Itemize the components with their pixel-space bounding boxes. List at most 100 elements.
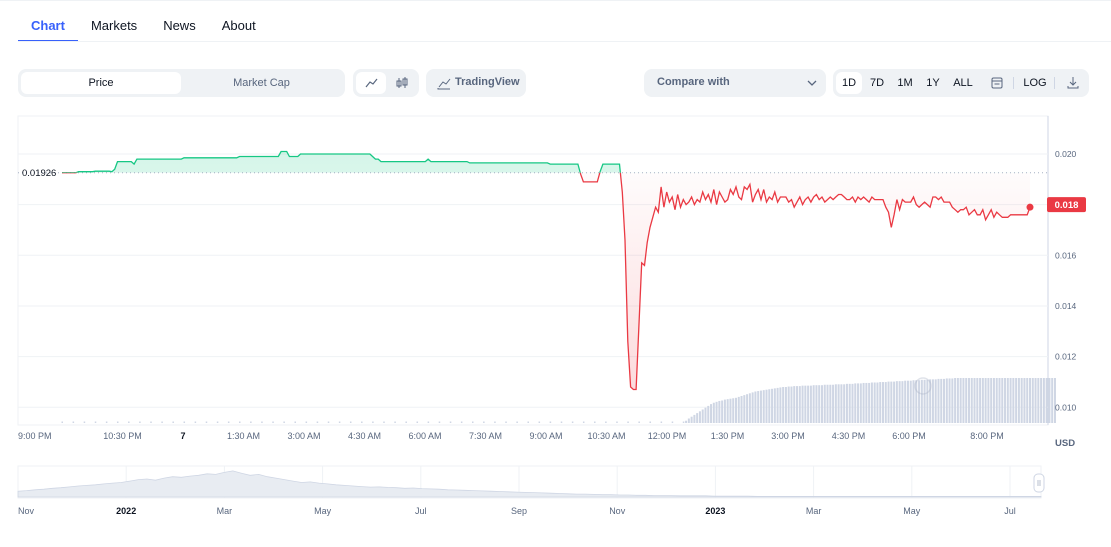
volume-bar — [150, 421, 152, 423]
volume-bar — [746, 394, 749, 423]
volume-bar — [893, 381, 896, 423]
volume-bar — [687, 418, 690, 423]
volume-bar — [926, 379, 929, 423]
navigator-tick-label: Jul — [415, 506, 427, 516]
volume-bar — [732, 398, 735, 423]
volume-bar — [1048, 378, 1051, 423]
range-1y[interactable]: 1Y — [926, 77, 940, 89]
volume-bar — [751, 392, 754, 423]
range-divider-2 — [1054, 77, 1055, 89]
date-range-button[interactable] — [984, 72, 1010, 94]
volume-bar — [954, 378, 957, 423]
calendar-icon — [991, 77, 1003, 89]
range-1m[interactable]: 1M — [897, 77, 913, 89]
price-lines — [62, 150, 1031, 391]
market-cap-tab[interactable]: Market Cap — [233, 77, 290, 89]
volume-bar — [1012, 378, 1015, 423]
volume-bar — [965, 378, 968, 423]
volume-bar — [931, 379, 934, 423]
x-tick-label: 7:30 AM — [469, 431, 502, 441]
volume-bar — [840, 384, 843, 423]
range-7d[interactable]: 7D — [869, 77, 885, 89]
volume-bar — [859, 383, 862, 423]
volume-bar — [987, 378, 990, 423]
tradingview-button[interactable]: TradingView — [426, 69, 526, 97]
volume-bar — [901, 381, 904, 423]
x-tick-label: 12:00 PM — [648, 431, 687, 441]
tab-about[interactable]: About — [221, 18, 256, 33]
volume-bar — [161, 421, 163, 423]
log-toggle[interactable]: LOG — [1023, 77, 1047, 89]
volume-bar — [1026, 378, 1029, 423]
range-navigator[interactable] — [17, 465, 1042, 499]
volume-bar — [929, 379, 932, 423]
volume-bar — [638, 421, 640, 423]
volume-bar — [870, 382, 873, 423]
price-line-down — [62, 172, 1031, 391]
range-1d[interactable]: 1D — [836, 72, 862, 94]
volume-bar — [848, 383, 851, 423]
grid-lines — [18, 153, 1048, 408]
volume-bar — [723, 399, 726, 423]
x-tick-label: 1:30 PM — [711, 431, 745, 441]
x-tick-label: 1:30 AM — [227, 431, 260, 441]
volume-bar — [183, 421, 186, 423]
volume-bar — [250, 421, 252, 423]
x-tick-label: 10:30 AM — [587, 431, 625, 441]
volume-bar — [818, 385, 821, 423]
volume-bar — [909, 380, 912, 423]
volume-bar — [768, 389, 771, 423]
tab-news[interactable]: News — [163, 18, 196, 33]
volume-bar — [898, 381, 901, 423]
volume-bar — [194, 421, 197, 423]
volume-bar — [779, 387, 782, 423]
volume-bar — [915, 380, 918, 423]
range-all[interactable]: ALL — [953, 77, 973, 89]
volume-bar — [873, 382, 876, 423]
line-chart-button[interactable] — [356, 72, 386, 94]
tab-chart[interactable]: Chart — [18, 18, 78, 42]
volume-bar — [383, 421, 385, 423]
volume-bar — [757, 391, 760, 423]
volume-bar — [405, 421, 407, 423]
volume-bar — [294, 421, 296, 423]
navigator-tick-label: Sep — [511, 506, 527, 516]
current-price-dot — [1026, 203, 1034, 211]
download-icon — [1067, 77, 1079, 89]
compare-dropdown[interactable]: Compare with — [644, 69, 826, 97]
x-tick-label: 8:00 PM — [970, 431, 1004, 441]
volume-bar — [605, 421, 607, 423]
compare-label: Compare with — [657, 76, 730, 88]
volume-bar — [1037, 378, 1040, 423]
volume-bar — [205, 421, 208, 423]
download-button[interactable] — [1060, 72, 1086, 94]
volume-bar — [923, 379, 926, 423]
volume-bar — [239, 421, 241, 423]
volume-bar — [790, 386, 793, 423]
volume-bar — [416, 421, 419, 423]
volume-bar — [83, 421, 86, 423]
y-tick-label: 0.014 — [1055, 301, 1077, 311]
volume-bar — [427, 421, 430, 423]
candlestick-button[interactable] — [387, 72, 417, 94]
volume-bar — [862, 382, 865, 423]
navigator-handle[interactable] — [1033, 473, 1045, 493]
volume-bar — [995, 378, 998, 423]
volume-bar — [904, 380, 907, 423]
volume-bar — [765, 389, 768, 423]
volume-bar — [1009, 378, 1012, 423]
volume-bar — [1006, 378, 1009, 423]
volume-bar — [992, 378, 995, 423]
tradingview-label: TradingView — [455, 76, 520, 88]
volume-bar — [798, 386, 801, 423]
main-tabs: Chart Markets News About — [18, 0, 269, 42]
navigator-tick-label: Nov — [609, 506, 626, 516]
trend-icon — [437, 78, 451, 90]
volume-bar — [483, 421, 485, 423]
price-tab[interactable]: Price — [21, 72, 181, 94]
volume-bar — [784, 387, 787, 423]
tab-markets[interactable]: Markets — [90, 18, 138, 33]
volume-bar — [981, 378, 984, 423]
x-tick-label: 9:00 PM — [18, 431, 52, 441]
volume-bar — [865, 382, 868, 423]
